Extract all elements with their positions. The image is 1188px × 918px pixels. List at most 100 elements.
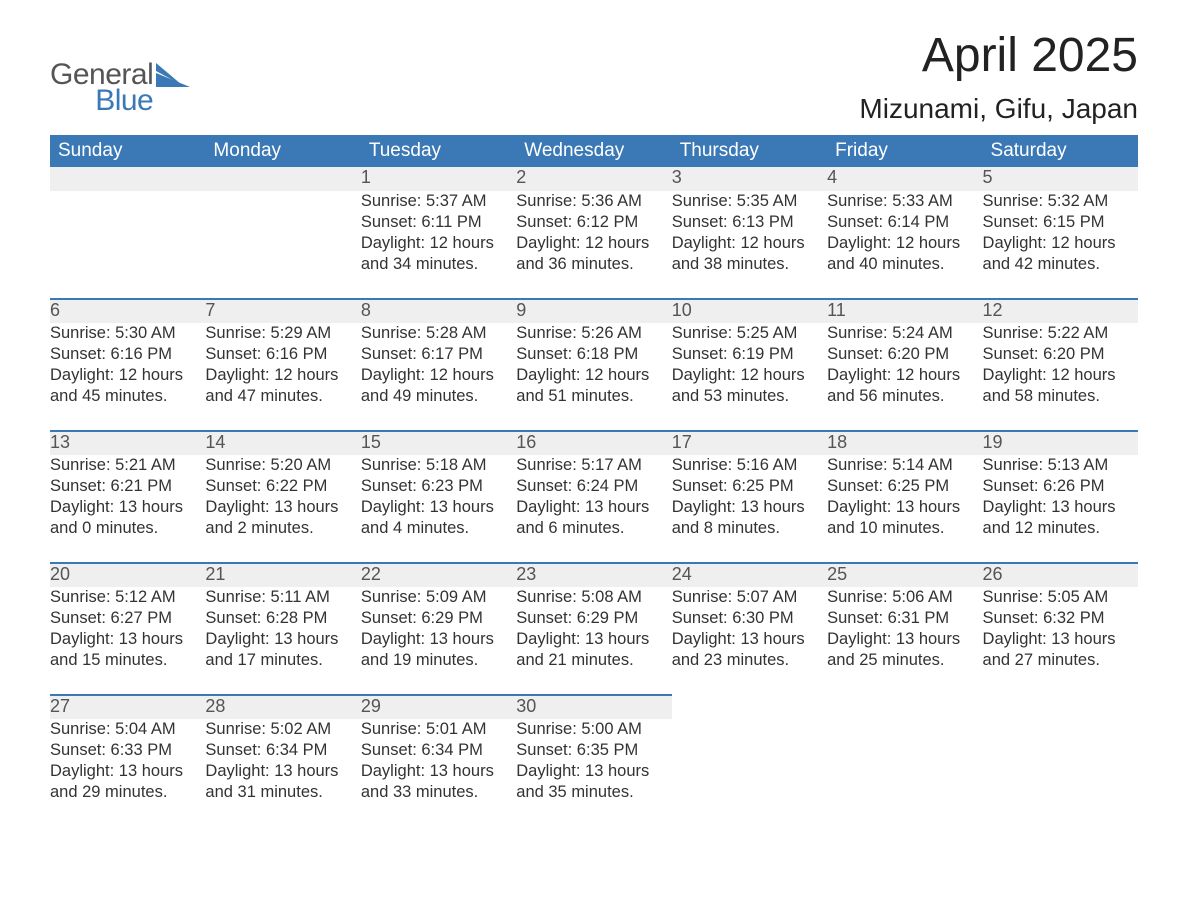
day-number-cell: 12 <box>983 299 1138 323</box>
daylight-text-2: and 25 minutes. <box>827 650 982 671</box>
sunrise-text: Sunrise: 5:07 AM <box>672 587 827 608</box>
brand-logo: General Blue <box>50 60 190 116</box>
daylight-text-1: Daylight: 12 hours <box>827 365 982 386</box>
sunset-text: Sunset: 6:26 PM <box>983 476 1138 497</box>
content-row: Sunrise: 5:30 AMSunset: 6:16 PMDaylight:… <box>50 323 1138 431</box>
sunset-text: Sunset: 6:11 PM <box>361 212 516 233</box>
daylight-text-1: Daylight: 13 hours <box>205 497 360 518</box>
sunset-text: Sunset: 6:14 PM <box>827 212 982 233</box>
sunrise-text: Sunrise: 5:35 AM <box>672 191 827 212</box>
day-number-cell: 25 <box>827 563 982 587</box>
daylight-text-1: Daylight: 13 hours <box>205 629 360 650</box>
content-row: Sunrise: 5:04 AMSunset: 6:33 PMDaylight:… <box>50 719 1138 827</box>
weekday-header: Tuesday <box>361 135 516 167</box>
sunset-text: Sunset: 6:20 PM <box>983 344 1138 365</box>
month-title: April 2025 <box>859 28 1138 83</box>
sunset-text: Sunset: 6:22 PM <box>205 476 360 497</box>
sunset-text: Sunset: 6:16 PM <box>50 344 205 365</box>
day-number-cell <box>827 695 982 719</box>
sunrise-text: Sunrise: 5:18 AM <box>361 455 516 476</box>
sunset-text: Sunset: 6:18 PM <box>516 344 671 365</box>
sunrise-text: Sunrise: 5:00 AM <box>516 719 671 740</box>
day-number-cell: 3 <box>672 167 827 191</box>
day-content-cell: Sunrise: 5:14 AMSunset: 6:25 PMDaylight:… <box>827 455 982 563</box>
day-number-cell: 27 <box>50 695 205 719</box>
daylight-text-2: and 23 minutes. <box>672 650 827 671</box>
sunset-text: Sunset: 6:33 PM <box>50 740 205 761</box>
day-number-cell: 14 <box>205 431 360 455</box>
sunset-text: Sunset: 6:23 PM <box>361 476 516 497</box>
daynum-row: 27282930 <box>50 695 1138 719</box>
sunrise-text: Sunrise: 5:05 AM <box>983 587 1138 608</box>
day-number-cell: 19 <box>983 431 1138 455</box>
daylight-text-1: Daylight: 13 hours <box>827 629 982 650</box>
sunrise-text: Sunrise: 5:25 AM <box>672 323 827 344</box>
day-number-cell: 13 <box>50 431 205 455</box>
day-content-cell <box>672 719 827 827</box>
day-content-cell <box>983 719 1138 827</box>
weekday-header: Monday <box>205 135 360 167</box>
day-number-cell: 18 <box>827 431 982 455</box>
daylight-text-1: Daylight: 13 hours <box>361 761 516 782</box>
day-content-cell: Sunrise: 5:06 AMSunset: 6:31 PMDaylight:… <box>827 587 982 695</box>
daylight-text-1: Daylight: 13 hours <box>983 497 1138 518</box>
calendar-header: SundayMondayTuesdayWednesdayThursdayFrid… <box>50 135 1138 167</box>
day-content-cell: Sunrise: 5:02 AMSunset: 6:34 PMDaylight:… <box>205 719 360 827</box>
day-content-cell: Sunrise: 5:32 AMSunset: 6:15 PMDaylight:… <box>983 191 1138 299</box>
daylight-text-2: and 36 minutes. <box>516 254 671 275</box>
brand-word2: Blue <box>50 86 153 116</box>
day-content-cell: Sunrise: 5:08 AMSunset: 6:29 PMDaylight:… <box>516 587 671 695</box>
daylight-text-2: and 21 minutes. <box>516 650 671 671</box>
sunrise-text: Sunrise: 5:22 AM <box>983 323 1138 344</box>
sunrise-text: Sunrise: 5:14 AM <box>827 455 982 476</box>
sunset-text: Sunset: 6:17 PM <box>361 344 516 365</box>
day-content-cell: Sunrise: 5:20 AMSunset: 6:22 PMDaylight:… <box>205 455 360 563</box>
weekday-header: Sunday <box>50 135 205 167</box>
day-number-cell <box>672 695 827 719</box>
daylight-text-1: Daylight: 12 hours <box>983 365 1138 386</box>
sunrise-text: Sunrise: 5:28 AM <box>361 323 516 344</box>
sunset-text: Sunset: 6:16 PM <box>205 344 360 365</box>
day-number-cell: 9 <box>516 299 671 323</box>
sunrise-text: Sunrise: 5:26 AM <box>516 323 671 344</box>
daylight-text-1: Daylight: 12 hours <box>983 233 1138 254</box>
daylight-text-1: Daylight: 13 hours <box>516 497 671 518</box>
day-number-cell: 6 <box>50 299 205 323</box>
day-content-cell <box>205 191 360 299</box>
day-content-cell: Sunrise: 5:18 AMSunset: 6:23 PMDaylight:… <box>361 455 516 563</box>
day-number-cell: 24 <box>672 563 827 587</box>
day-content-cell: Sunrise: 5:21 AMSunset: 6:21 PMDaylight:… <box>50 455 205 563</box>
sunset-text: Sunset: 6:32 PM <box>983 608 1138 629</box>
day-content-cell: Sunrise: 5:09 AMSunset: 6:29 PMDaylight:… <box>361 587 516 695</box>
sunset-text: Sunset: 6:15 PM <box>983 212 1138 233</box>
sunrise-text: Sunrise: 5:36 AM <box>516 191 671 212</box>
daylight-text-2: and 10 minutes. <box>827 518 982 539</box>
day-content-cell: Sunrise: 5:22 AMSunset: 6:20 PMDaylight:… <box>983 323 1138 431</box>
daylight-text-1: Daylight: 13 hours <box>50 629 205 650</box>
daylight-text-1: Daylight: 13 hours <box>672 497 827 518</box>
sunrise-text: Sunrise: 5:24 AM <box>827 323 982 344</box>
day-number-cell: 28 <box>205 695 360 719</box>
sunrise-text: Sunrise: 5:32 AM <box>983 191 1138 212</box>
daylight-text-2: and 34 minutes. <box>361 254 516 275</box>
day-number-cell: 5 <box>983 167 1138 191</box>
day-number-cell <box>50 167 205 191</box>
sunset-text: Sunset: 6:34 PM <box>205 740 360 761</box>
daynum-row: 13141516171819 <box>50 431 1138 455</box>
day-number-cell: 7 <box>205 299 360 323</box>
daylight-text-2: and 27 minutes. <box>983 650 1138 671</box>
daylight-text-2: and 0 minutes. <box>50 518 205 539</box>
day-number-cell: 11 <box>827 299 982 323</box>
sunrise-text: Sunrise: 5:06 AM <box>827 587 982 608</box>
daylight-text-2: and 49 minutes. <box>361 386 516 407</box>
calendar-body: 12345Sunrise: 5:37 AMSunset: 6:11 PMDayl… <box>50 167 1138 827</box>
sunrise-text: Sunrise: 5:29 AM <box>205 323 360 344</box>
daylight-text-2: and 40 minutes. <box>827 254 982 275</box>
flag-icon <box>156 63 190 87</box>
daylight-text-2: and 33 minutes. <box>361 782 516 803</box>
daylight-text-1: Daylight: 12 hours <box>827 233 982 254</box>
weekday-header: Saturday <box>983 135 1138 167</box>
day-number-cell <box>983 695 1138 719</box>
sunset-text: Sunset: 6:21 PM <box>50 476 205 497</box>
daynum-row: 12345 <box>50 167 1138 191</box>
